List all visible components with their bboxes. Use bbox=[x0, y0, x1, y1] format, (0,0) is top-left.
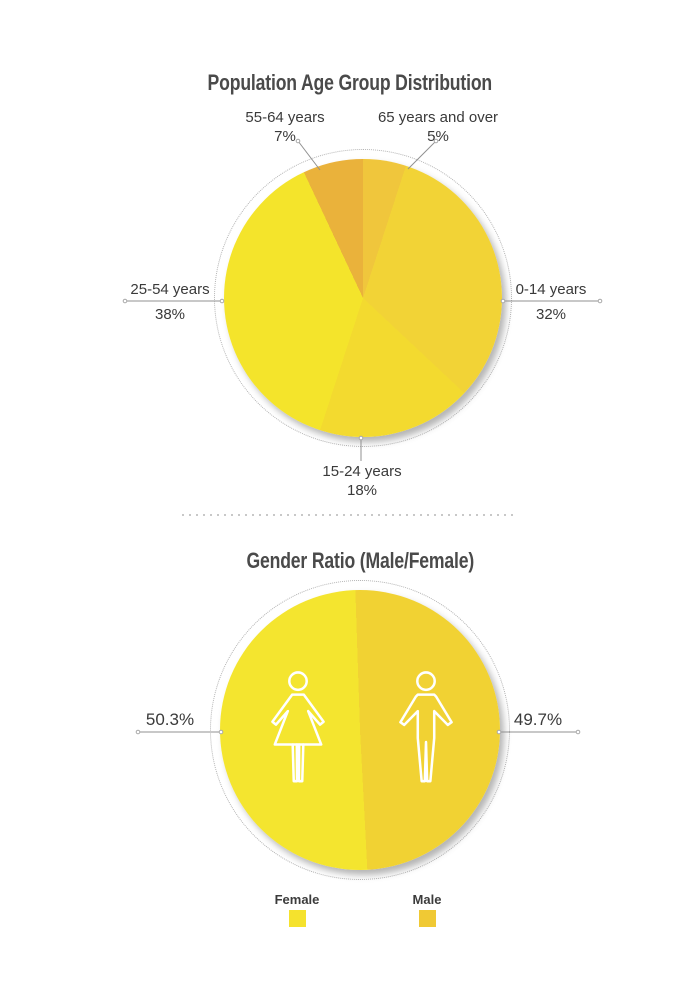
line-end-dot bbox=[135, 729, 141, 735]
gender-pie-dotted-outline bbox=[210, 580, 510, 880]
age-pie-dotted-outline bbox=[214, 149, 512, 447]
callout-15-24-label: 15-24 years bbox=[322, 463, 402, 480]
callout-15-24-value: 18% bbox=[346, 482, 378, 499]
female-icon-head bbox=[288, 671, 308, 692]
male-icon-body bbox=[399, 693, 453, 783]
callout-0-14-label: 0-14 years bbox=[515, 281, 587, 298]
female-share-value: 50.3% bbox=[145, 710, 195, 729]
callout-0-14-value: 32% bbox=[535, 306, 567, 323]
section-divider bbox=[182, 514, 518, 516]
legend-male-label: Male bbox=[412, 892, 442, 907]
male-icon bbox=[399, 671, 453, 783]
callout-65-over: 65 years and over 5% bbox=[377, 109, 499, 145]
female-icon-right-leg bbox=[297, 743, 305, 783]
callout-65-over-label: 65 years and over bbox=[377, 109, 499, 126]
line-end-dot bbox=[122, 298, 128, 304]
male-share-value: 49.7% bbox=[513, 710, 563, 729]
legend-item-male: Male bbox=[387, 892, 467, 927]
age-pie bbox=[224, 159, 502, 437]
age-chart-title: Population Age Group Distribution bbox=[0, 70, 700, 96]
age-chart-title-text: Population Age Group Distribution bbox=[207, 70, 493, 95]
callout-55-64: 55-64 years 7% bbox=[230, 109, 340, 145]
legend-item-female: Female bbox=[257, 892, 337, 927]
callout-25-54-label: 25-54 years bbox=[130, 281, 210, 298]
legend-female-swatch bbox=[288, 910, 306, 927]
male-icon-head bbox=[416, 671, 436, 692]
callout-25-54: 25-54 years bbox=[118, 281, 222, 298]
female-icon bbox=[271, 671, 325, 783]
callout-0-14: 0-14 years bbox=[500, 281, 602, 298]
line-end-dot bbox=[575, 729, 581, 735]
line-end-dot bbox=[597, 298, 603, 304]
gender-pie bbox=[220, 590, 500, 870]
gender-chart-title: Gender Ratio (Male/Female) bbox=[0, 548, 700, 574]
female-share-label: 50.3% bbox=[118, 710, 222, 730]
callout-55-64-value: 7% bbox=[274, 128, 296, 145]
callout-25-54-value: 38% bbox=[154, 306, 186, 323]
callout-15-24: 15-24 years 18% bbox=[310, 463, 414, 499]
callout-0-14-pct: 32% bbox=[500, 306, 602, 323]
callout-55-64-label: 55-64 years bbox=[245, 109, 325, 126]
gender-chart-title-text: Gender Ratio (Male/Female) bbox=[246, 548, 474, 573]
male-share-label: 49.7% bbox=[488, 710, 588, 730]
callout-25-54-pct: 38% bbox=[118, 306, 222, 323]
callout-65-over-value: 5% bbox=[427, 128, 449, 145]
legend-male-swatch bbox=[418, 910, 436, 927]
female-icon-dress bbox=[271, 693, 325, 746]
female-icon-left-leg bbox=[291, 743, 299, 783]
legend-female-label: Female bbox=[274, 892, 320, 907]
